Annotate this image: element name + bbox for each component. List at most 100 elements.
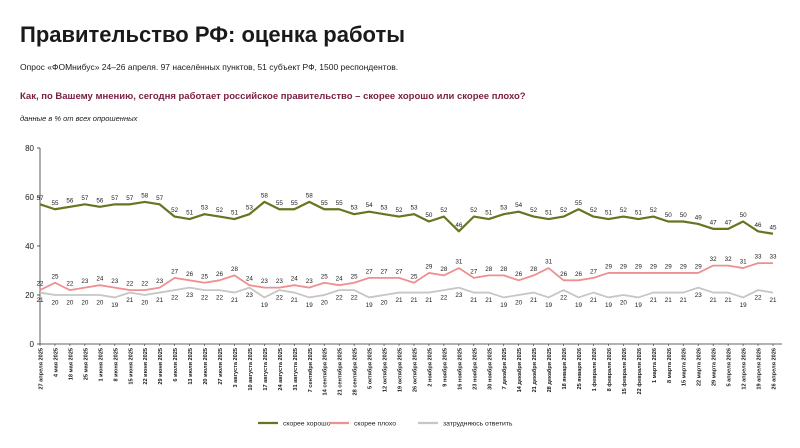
data-label-dk: 19: [111, 302, 119, 309]
data-label-good: 53: [246, 205, 254, 212]
data-label-bad: 29: [680, 263, 688, 270]
data-label-good: 46: [755, 222, 763, 229]
data-label-bad: 29: [620, 263, 628, 270]
x-tick-label: 27 июля 2025: [218, 348, 224, 385]
x-tick-label: 1 июня 2025: [98, 348, 104, 382]
data-label-good: 56: [66, 197, 74, 204]
data-label-bad: 25: [51, 273, 59, 280]
x-tick-label: 15 июня 2025: [128, 348, 134, 385]
data-label-good: 54: [515, 202, 523, 209]
data-label-bad: 33: [755, 254, 763, 261]
x-tick-label: 6 июля 2025: [173, 348, 179, 382]
data-label-dk: 21: [36, 297, 44, 304]
x-tick-label: 12 октября 2025: [382, 348, 389, 392]
data-label-good: 50: [740, 212, 748, 219]
x-tick-label: 4 мая 2025: [53, 348, 59, 377]
x-tick-label: 10 августа 2025: [248, 348, 254, 391]
data-label-bad: 28: [231, 266, 239, 273]
data-label-dk: 21: [665, 297, 673, 304]
y-tick-label: 80: [25, 144, 34, 153]
y-tick-label: 0: [30, 340, 35, 349]
data-label-good: 52: [171, 207, 179, 214]
data-label-bad: 22: [66, 281, 74, 288]
data-label-good: 58: [141, 192, 149, 199]
data-label-bad: 29: [650, 263, 658, 270]
data-label-dk: 21: [410, 297, 418, 304]
data-label-bad: 23: [261, 278, 269, 285]
data-label-dk: 21: [425, 297, 433, 304]
data-label-good: 55: [51, 200, 59, 207]
data-label-dk: 23: [246, 292, 254, 299]
x-tick-label: 20 июля 2025: [203, 348, 209, 385]
data-label-dk: 21: [650, 297, 658, 304]
data-label-dk: 21: [291, 297, 299, 304]
data-label-good: 51: [485, 210, 493, 217]
data-label-good: 55: [575, 200, 583, 207]
data-label-bad: 28: [440, 266, 448, 273]
data-label-bad: 32: [725, 256, 733, 263]
y-tick-label: 40: [25, 242, 34, 251]
data-label-good: 55: [291, 200, 299, 207]
data-label-bad: 22: [141, 281, 149, 288]
x-tick-label: 7 сентября 2025: [307, 348, 314, 392]
data-label-bad: 28: [530, 266, 538, 273]
page-title: Правительство РФ: оценка работы: [20, 22, 405, 47]
data-note: данные в % от всех опрошенных: [20, 114, 138, 123]
data-label-dk: 19: [366, 302, 374, 309]
series-line-3: [39, 286, 774, 299]
data-label-dk: 19: [261, 302, 269, 309]
data-label-dk: 21: [590, 297, 598, 304]
data-label-dk: 20: [620, 300, 628, 307]
data-label-dk: 19: [545, 302, 553, 309]
data-label-bad: 27: [171, 268, 179, 275]
data-label-dk: 22: [336, 295, 344, 302]
data-label-bad: 28: [485, 266, 493, 273]
x-tick-label: 19 октября 2025: [397, 348, 404, 392]
data-label-bad: 26: [216, 271, 224, 278]
data-label-bad: 23: [81, 278, 89, 285]
x-tick-label: 22 февраля 2026: [636, 348, 643, 395]
x-tick-label: 21 сентября 2025: [337, 348, 344, 395]
data-label-good: 52: [396, 207, 404, 214]
data-label-good: 53: [410, 205, 418, 212]
data-label-good: 52: [470, 207, 478, 214]
x-tick-label: 1 марта 2026: [652, 348, 658, 383]
data-label-dk: 19: [500, 302, 508, 309]
data-label-dk: 22: [755, 295, 763, 302]
data-label-good: 53: [381, 205, 389, 212]
data-label-dk: 19: [605, 302, 613, 309]
data-label-bad: 27: [396, 268, 404, 275]
data-label-bad: 23: [276, 278, 284, 285]
data-label-dk: 20: [515, 300, 523, 307]
data-label-good: 53: [351, 205, 359, 212]
data-label-bad: 31: [545, 259, 553, 266]
data-label-bad: 24: [291, 276, 299, 283]
x-tick-label: 22 марта 2026: [697, 348, 703, 386]
data-label-dk: 22: [351, 295, 359, 302]
x-tick-label: 25 января 2026: [577, 348, 583, 390]
data-label-good: 47: [710, 219, 718, 226]
data-label-dk: 22: [216, 295, 224, 302]
data-label-good: 45: [769, 224, 777, 231]
data-label-bad: 29: [605, 263, 613, 270]
data-label-good: 55: [336, 200, 344, 207]
data-label-dk: 21: [680, 297, 688, 304]
data-label-good: 58: [261, 192, 269, 199]
data-label-bad: 29: [695, 263, 703, 270]
data-label-good: 52: [590, 207, 598, 214]
data-label-bad: 27: [381, 268, 389, 275]
x-tick-label: 28 сентября 2025: [352, 348, 359, 395]
data-label-bad: 31: [455, 259, 463, 266]
x-tick-label: 23 ноября 2025: [471, 348, 478, 390]
data-label-good: 51: [545, 210, 553, 217]
data-label-good: 57: [81, 195, 89, 202]
data-label-good: 54: [366, 202, 374, 209]
data-label-good: 49: [695, 214, 703, 221]
data-label-dk: 22: [560, 295, 568, 302]
x-tick-label: 19 апреля 2026: [757, 348, 763, 390]
data-label-bad: 22: [126, 281, 134, 288]
data-label-bad: 25: [201, 273, 209, 280]
series-line-2: [39, 262, 773, 292]
data-label-good: 52: [216, 207, 224, 214]
x-tick-label: 5 апреля 2026: [727, 348, 733, 387]
